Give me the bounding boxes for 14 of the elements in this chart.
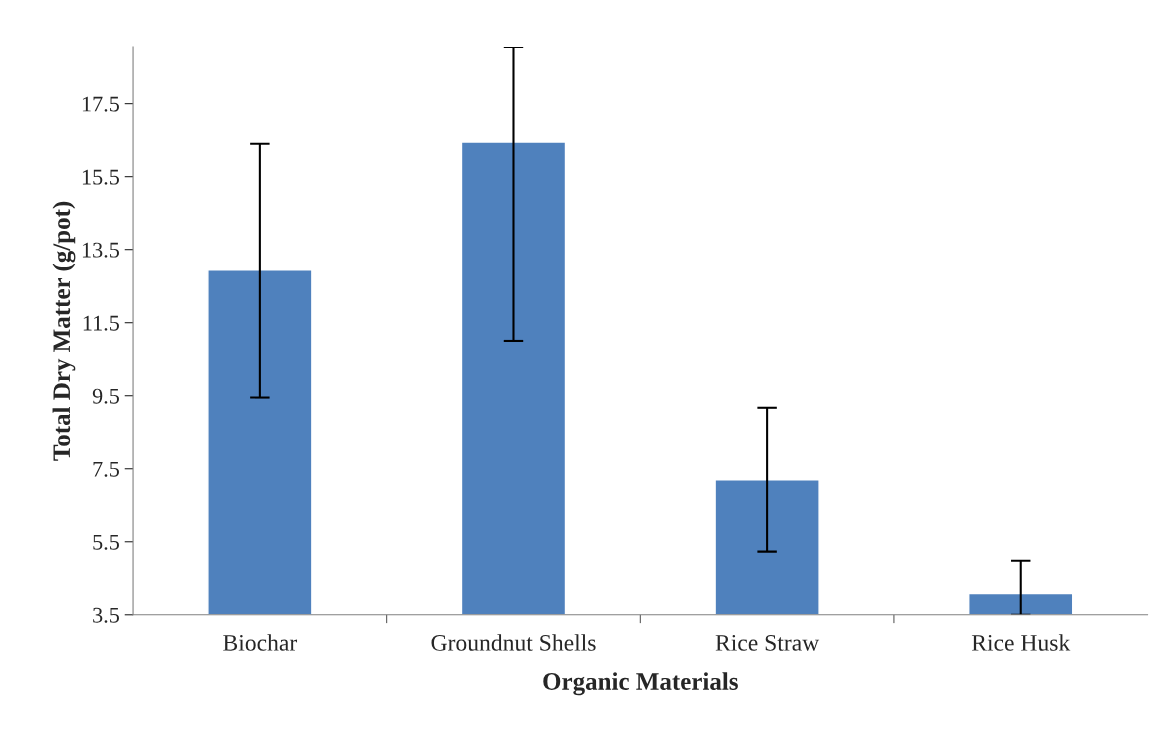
y-tick-label: 3.5 bbox=[93, 607, 119, 623]
y-tick-label: 13.5 bbox=[82, 242, 119, 258]
y-tick-label: 17.5 bbox=[82, 96, 119, 112]
y-tick-label: 7.5 bbox=[93, 461, 119, 477]
y-axis-title: Total Dry Matter (g/pot) bbox=[52, 201, 76, 461]
y-tick-label: 11.5 bbox=[83, 315, 119, 331]
y-tick-label: 5.5 bbox=[93, 534, 119, 550]
x-tick-label: Groundnut Shells bbox=[431, 634, 596, 651]
x-axis-title: Organic Materials bbox=[543, 672, 738, 696]
y-tick-label: 9.5 bbox=[92, 388, 119, 404]
x-tick-label: Rice Husk bbox=[971, 634, 1071, 651]
y-tick-label: 15.5 bbox=[82, 169, 119, 185]
x-tick-label: Rice Straw bbox=[715, 634, 820, 651]
x-tick-label: Biochar bbox=[223, 634, 298, 651]
